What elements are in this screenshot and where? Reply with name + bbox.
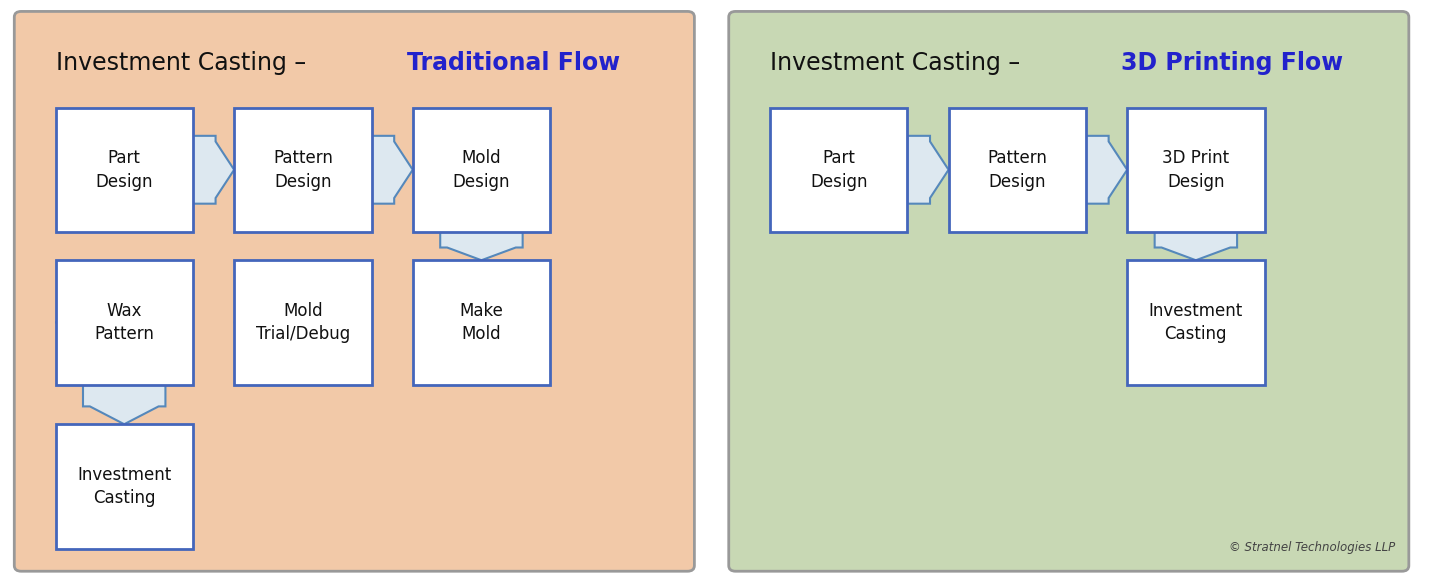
FancyBboxPatch shape — [56, 424, 193, 549]
FancyBboxPatch shape — [56, 260, 193, 385]
FancyBboxPatch shape — [413, 107, 551, 232]
Text: Traditional Flow: Traditional Flow — [408, 51, 621, 75]
Polygon shape — [83, 385, 166, 424]
Polygon shape — [372, 136, 413, 204]
Text: Investment Casting –: Investment Casting – — [56, 51, 313, 75]
Text: Investment Casting –: Investment Casting – — [769, 51, 1028, 75]
Polygon shape — [908, 136, 948, 204]
Polygon shape — [193, 136, 235, 204]
Text: Part
Design: Part Design — [809, 149, 868, 190]
Polygon shape — [1154, 232, 1237, 260]
Text: 3D Printing Flow: 3D Printing Flow — [1121, 51, 1343, 75]
Text: Mold
Design: Mold Design — [453, 149, 511, 190]
FancyBboxPatch shape — [56, 107, 193, 232]
Text: Investment Casting – 3D Printing Flow: Investment Casting – 3D Printing Flow — [769, 51, 1221, 75]
Text: Make
Mold: Make Mold — [459, 302, 503, 343]
FancyBboxPatch shape — [1127, 107, 1264, 232]
Text: © Stratnel Technologies LLP: © Stratnel Technologies LLP — [1228, 541, 1396, 554]
FancyBboxPatch shape — [235, 260, 372, 385]
Text: Pattern
Design: Pattern Design — [987, 149, 1047, 190]
Text: Pattern
Design: Pattern Design — [273, 149, 333, 190]
Text: Part
Design: Part Design — [96, 149, 153, 190]
Text: Mold
Trial/Debug: Mold Trial/Debug — [256, 302, 350, 343]
FancyBboxPatch shape — [413, 260, 551, 385]
Text: Wax
Pattern: Wax Pattern — [94, 302, 154, 343]
Polygon shape — [235, 288, 372, 357]
FancyBboxPatch shape — [1127, 260, 1264, 385]
Polygon shape — [440, 232, 522, 260]
Text: Investment
Casting: Investment Casting — [1148, 302, 1243, 343]
Text: Investment
Casting: Investment Casting — [77, 466, 172, 507]
FancyBboxPatch shape — [769, 107, 908, 232]
FancyBboxPatch shape — [14, 12, 695, 571]
FancyBboxPatch shape — [235, 107, 372, 232]
FancyBboxPatch shape — [948, 107, 1085, 232]
FancyBboxPatch shape — [729, 12, 1409, 571]
Polygon shape — [56, 288, 193, 357]
Text: Investment Casting – Traditional Flow: Investment Casting – Traditional Flow — [56, 51, 498, 75]
Text: 3D Print
Design: 3D Print Design — [1163, 149, 1230, 190]
Polygon shape — [1085, 136, 1127, 204]
